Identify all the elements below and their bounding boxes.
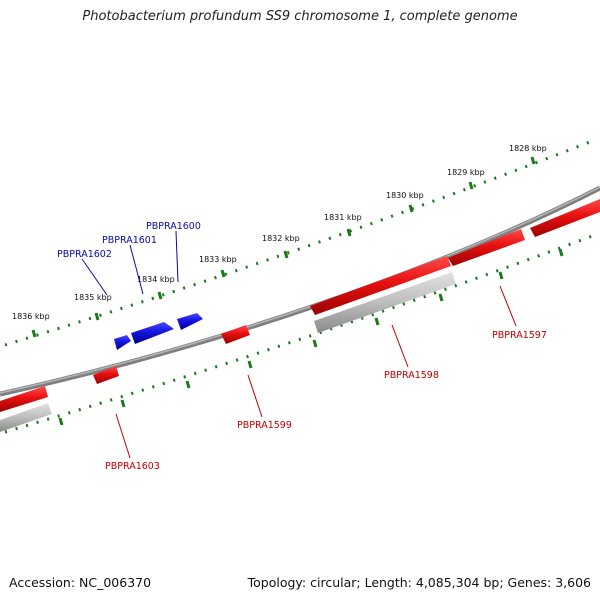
gene-pbpra1602[interactable] [114, 335, 131, 350]
forward-genes [114, 313, 203, 350]
scale-label: 1830 kbp [386, 191, 424, 200]
gene-label-pbpra1601[interactable]: PBPRA1601 [102, 235, 157, 246]
gene-pbpra1599[interactable] [221, 325, 250, 344]
gene-pbpra1600[interactable] [177, 313, 203, 330]
callout-line [499, 285, 517, 327]
major-ticks [31, 156, 564, 426]
callout-line [129, 244, 144, 295]
map-title: Photobacterium profundum SS9 chromosome … [82, 9, 518, 24]
feature-left-grey[interactable] [0, 403, 52, 432]
callout-line [175, 230, 179, 283]
callout-line [115, 413, 131, 459]
feature-pbpra1598-grey[interactable] [314, 272, 456, 333]
inner-tick-arc [4, 233, 596, 434]
callout-line [81, 258, 108, 296]
gene-pbpra1603[interactable] [93, 366, 119, 384]
scale-label: 1834 kbp [137, 275, 175, 284]
gene-label-pbpra1597[interactable]: PBPRA1597 [492, 330, 547, 341]
gene-label-pbpra1602[interactable]: PBPRA1602 [57, 249, 112, 260]
gene-left-edge[interactable] [0, 386, 48, 412]
scale-label: 1835 kbp [74, 293, 112, 302]
gene-pbpra1601[interactable] [131, 322, 174, 344]
rna-features [0, 272, 456, 432]
gene-label-pbpra1599[interactable]: PBPRA1599 [237, 420, 292, 431]
callout-line [391, 324, 409, 368]
genome-summary-text: Topology: circular; Length: 4,085,304 bp… [247, 575, 591, 590]
accession-text: Accession: NC_006370 [9, 575, 152, 590]
callout-line [247, 374, 263, 418]
gene-pbpra1597[interactable] [448, 229, 525, 266]
gene-pbpra1598[interactable] [310, 256, 451, 315]
gene-label-pbpra1600[interactable]: PBPRA1600 [146, 221, 201, 232]
reverse-genes [0, 199, 600, 412]
gene-label-pbpra1603[interactable]: PBPRA1603 [105, 461, 160, 472]
scale-label: 1828 kbp [509, 144, 547, 153]
scale-label: 1832 kbp [262, 234, 300, 243]
gene-label-pbpra1598[interactable]: PBPRA1598 [384, 370, 439, 381]
scale-label: 1836 kbp [12, 312, 50, 321]
chromosome-backbone [0, 185, 600, 397]
scale-label: 1829 kbp [447, 168, 485, 177]
gene-right-edge[interactable] [530, 199, 600, 237]
scale-label: 1833 kbp [199, 255, 237, 264]
scale-label: 1831 kbp [324, 213, 362, 222]
